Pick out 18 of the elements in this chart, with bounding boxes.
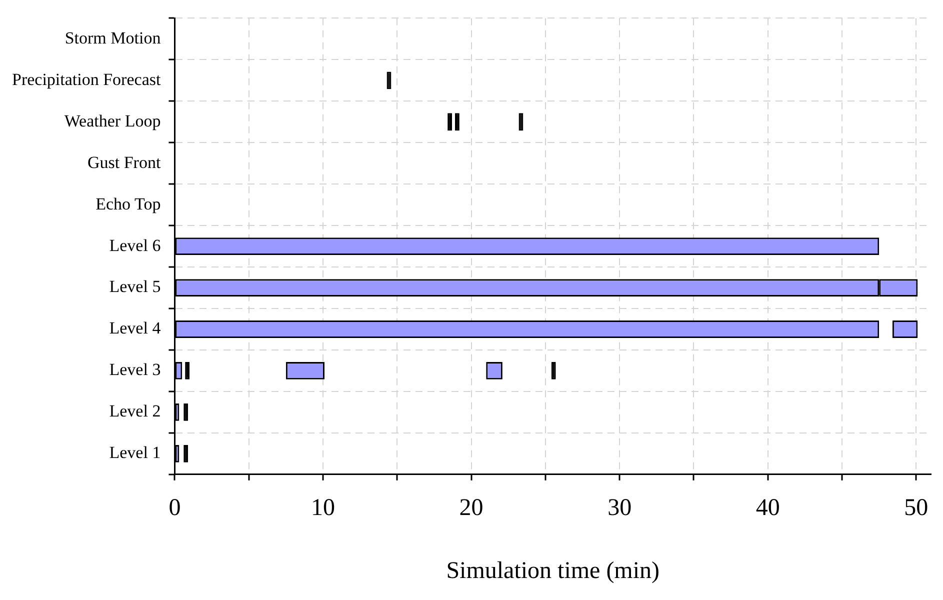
- y-tick-label: Level 1: [109, 443, 161, 462]
- x-tick-label: 50: [904, 495, 928, 522]
- y-tick-label: Level 4: [109, 318, 162, 338]
- y-tick-label: Level 2: [109, 402, 161, 421]
- y-tick-label: Gust Front: [87, 152, 161, 172]
- y-tick-label: Weather Loop: [64, 111, 161, 130]
- x-tick-label: 40: [756, 495, 780, 522]
- y-tick-label: Level 3: [109, 360, 161, 380]
- x-tick-label: 0: [168, 495, 181, 522]
- y-tick-label: Precipitation Forecast: [12, 70, 161, 89]
- x-axis-title: Simulation time (min): [446, 558, 660, 584]
- y-tick-label: Storm Motion: [64, 28, 162, 48]
- x-tick-label: 30: [608, 495, 632, 522]
- y-tick-label: Echo Top: [96, 194, 161, 214]
- x-tick-label: 20: [459, 495, 484, 522]
- y-tick-label: Level 5: [109, 277, 161, 296]
- y-tick-label: Level 6: [109, 236, 161, 255]
- x-tick-label: 10: [311, 495, 335, 522]
